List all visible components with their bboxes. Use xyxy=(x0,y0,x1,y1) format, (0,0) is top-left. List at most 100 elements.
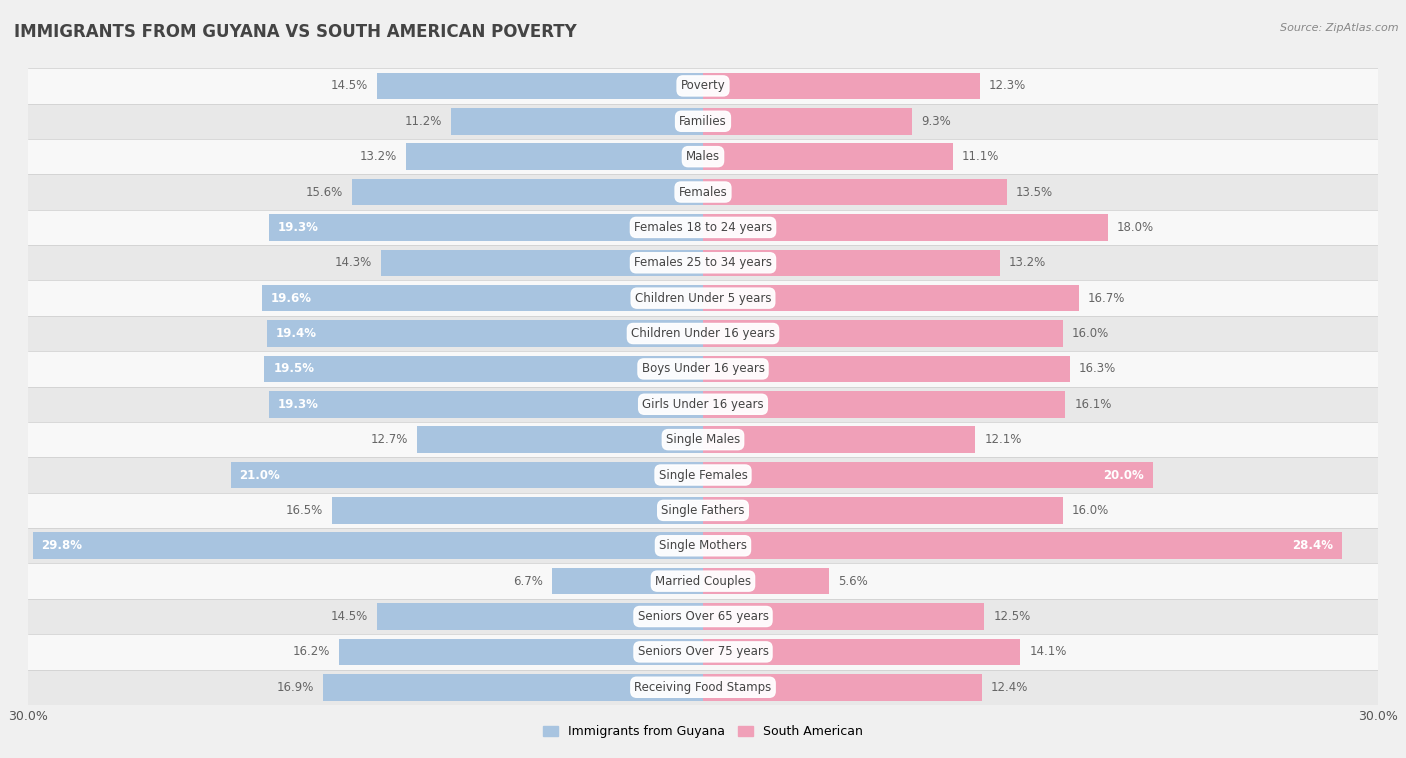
Bar xyxy=(231,462,703,488)
Bar xyxy=(553,568,703,594)
Text: 12.1%: 12.1% xyxy=(984,433,1022,446)
Text: 13.5%: 13.5% xyxy=(1015,186,1053,199)
Bar xyxy=(32,533,703,559)
Bar xyxy=(703,674,981,700)
Bar xyxy=(28,280,1378,316)
Text: 16.3%: 16.3% xyxy=(1078,362,1116,375)
Bar xyxy=(28,387,1378,422)
Bar xyxy=(28,422,1378,457)
Bar xyxy=(28,210,1378,245)
Bar xyxy=(703,533,1341,559)
Text: 19.3%: 19.3% xyxy=(278,221,319,234)
Bar xyxy=(267,321,703,347)
Text: Poverty: Poverty xyxy=(681,80,725,92)
Text: Source: ZipAtlas.com: Source: ZipAtlas.com xyxy=(1281,23,1399,33)
Text: 13.2%: 13.2% xyxy=(1010,256,1046,269)
Text: Seniors Over 65 years: Seniors Over 65 years xyxy=(637,610,769,623)
Legend: Immigrants from Guyana, South American: Immigrants from Guyana, South American xyxy=(538,720,868,744)
Text: 16.0%: 16.0% xyxy=(1071,327,1109,340)
Text: 29.8%: 29.8% xyxy=(42,539,83,553)
Text: 15.6%: 15.6% xyxy=(307,186,343,199)
Text: Single Mothers: Single Mothers xyxy=(659,539,747,553)
Text: Boys Under 16 years: Boys Under 16 years xyxy=(641,362,765,375)
Bar xyxy=(703,427,976,453)
Text: Single Fathers: Single Fathers xyxy=(661,504,745,517)
Text: 14.3%: 14.3% xyxy=(335,256,373,269)
Bar xyxy=(703,249,1000,276)
Text: Married Couples: Married Couples xyxy=(655,575,751,587)
Bar xyxy=(28,104,1378,139)
Bar xyxy=(28,528,1378,563)
Bar xyxy=(703,143,953,170)
Bar xyxy=(703,215,1108,241)
Bar xyxy=(703,356,1070,382)
Text: Seniors Over 75 years: Seniors Over 75 years xyxy=(637,645,769,659)
Bar xyxy=(269,391,703,418)
Bar xyxy=(28,457,1378,493)
Text: 13.2%: 13.2% xyxy=(360,150,396,163)
Bar xyxy=(264,356,703,382)
Text: 19.5%: 19.5% xyxy=(273,362,315,375)
Text: 16.9%: 16.9% xyxy=(277,681,314,694)
Bar xyxy=(703,603,984,630)
Bar xyxy=(269,215,703,241)
Text: 16.5%: 16.5% xyxy=(285,504,323,517)
Text: 16.1%: 16.1% xyxy=(1074,398,1112,411)
Bar xyxy=(377,73,703,99)
Bar xyxy=(703,568,830,594)
Text: 12.4%: 12.4% xyxy=(991,681,1028,694)
Bar xyxy=(28,68,1378,104)
Bar xyxy=(28,563,1378,599)
Text: 12.7%: 12.7% xyxy=(371,433,408,446)
Bar xyxy=(28,493,1378,528)
Bar xyxy=(332,497,703,524)
Text: 12.5%: 12.5% xyxy=(993,610,1031,623)
Text: Girls Under 16 years: Girls Under 16 years xyxy=(643,398,763,411)
Bar xyxy=(377,603,703,630)
Text: Females: Females xyxy=(679,186,727,199)
Text: Single Males: Single Males xyxy=(666,433,740,446)
Text: Females 25 to 34 years: Females 25 to 34 years xyxy=(634,256,772,269)
Text: 18.0%: 18.0% xyxy=(1116,221,1154,234)
Text: 11.1%: 11.1% xyxy=(962,150,1000,163)
Bar xyxy=(703,639,1021,666)
Bar xyxy=(418,427,703,453)
Bar xyxy=(703,497,1063,524)
Text: 12.3%: 12.3% xyxy=(988,80,1026,92)
Text: Single Females: Single Females xyxy=(658,468,748,481)
Text: 14.5%: 14.5% xyxy=(330,80,368,92)
Text: Males: Males xyxy=(686,150,720,163)
Text: 11.2%: 11.2% xyxy=(405,114,441,128)
Text: 5.6%: 5.6% xyxy=(838,575,868,587)
Text: Children Under 5 years: Children Under 5 years xyxy=(634,292,772,305)
Bar xyxy=(28,139,1378,174)
Bar xyxy=(323,674,703,700)
Text: Families: Families xyxy=(679,114,727,128)
Bar xyxy=(28,634,1378,669)
Text: 19.3%: 19.3% xyxy=(278,398,319,411)
Bar xyxy=(703,462,1153,488)
Text: 14.5%: 14.5% xyxy=(330,610,368,623)
Bar xyxy=(703,108,912,135)
Bar xyxy=(28,599,1378,634)
Text: 16.2%: 16.2% xyxy=(292,645,329,659)
Text: 16.0%: 16.0% xyxy=(1071,504,1109,517)
Bar xyxy=(703,179,1007,205)
Text: 20.0%: 20.0% xyxy=(1104,468,1144,481)
Bar xyxy=(339,639,703,666)
Text: Receiving Food Stamps: Receiving Food Stamps xyxy=(634,681,772,694)
Bar xyxy=(703,285,1078,312)
Text: IMMIGRANTS FROM GUYANA VS SOUTH AMERICAN POVERTY: IMMIGRANTS FROM GUYANA VS SOUTH AMERICAN… xyxy=(14,23,576,41)
Text: 28.4%: 28.4% xyxy=(1292,539,1333,553)
Text: 19.6%: 19.6% xyxy=(271,292,312,305)
Text: 6.7%: 6.7% xyxy=(513,575,543,587)
Bar xyxy=(28,351,1378,387)
Text: Females 18 to 24 years: Females 18 to 24 years xyxy=(634,221,772,234)
Bar xyxy=(703,73,980,99)
Bar xyxy=(28,174,1378,210)
Text: 21.0%: 21.0% xyxy=(239,468,280,481)
Bar xyxy=(28,316,1378,351)
Text: Children Under 16 years: Children Under 16 years xyxy=(631,327,775,340)
Text: 19.4%: 19.4% xyxy=(276,327,316,340)
Bar xyxy=(406,143,703,170)
